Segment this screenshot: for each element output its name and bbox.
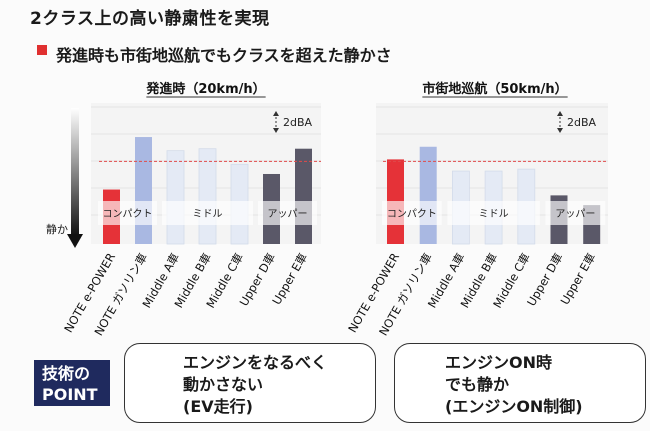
group-label: アッパー — [268, 208, 308, 220]
box2-line2: でも静か — [445, 375, 510, 394]
scale-arrow-down — [557, 128, 563, 133]
point-box-ev: エンジンをなるべく 動かさない (EV走行) — [124, 343, 376, 423]
chart-title-2: 市街地巡航（50km/h） — [422, 81, 567, 97]
bar — [166, 150, 185, 245]
scale-arrow-up — [273, 111, 279, 116]
group-label-band — [382, 201, 442, 225]
scale-arrow-up — [557, 111, 563, 116]
group-label-band — [258, 201, 317, 225]
y-axis-arrow-shaft — [71, 108, 79, 236]
group-label-band — [98, 201, 157, 225]
box1-line2: 動かさない — [183, 375, 264, 394]
group-label-band — [447, 201, 540, 225]
group-label: コンパクト — [387, 208, 437, 220]
group-label: ミドル — [479, 209, 509, 220]
group-label-band — [545, 201, 606, 225]
point-badge-line1: 技術の — [42, 364, 91, 383]
box1-line3: (EV走行) — [183, 397, 253, 416]
point-box-engine-on: エンジンON時 でも静か (エンジンON制御) — [394, 343, 646, 423]
group-label: コンパクト — [103, 208, 153, 220]
box1-line1: エンジンをなるべく — [183, 353, 328, 372]
scale-arrow-down — [273, 128, 279, 133]
y-axis-label: 静か — [46, 222, 68, 236]
box2-line3: (エンジンON制御) — [445, 397, 583, 416]
red-square-icon — [37, 45, 47, 55]
group-label-band — [162, 201, 253, 225]
box2-line1: エンジンON時 — [445, 353, 552, 372]
chart-title-1: 発進時（20km/h） — [145, 81, 265, 97]
group-label: アッパー — [555, 208, 595, 220]
bar — [135, 137, 152, 244]
page-title: 2クラス上の高い静粛性を実現 — [30, 9, 270, 29]
group-label: ミドル — [193, 209, 223, 220]
y-axis-arrowhead — [67, 234, 83, 248]
scale-label: 2dBA — [283, 116, 313, 129]
bar — [198, 148, 217, 245]
point-badge: 技術の POINT — [34, 360, 110, 406]
scale-label: 2dBA — [567, 116, 597, 129]
subtitle-text: 発進時も市街地巡航でもクラスを超えた静かさ — [56, 46, 392, 65]
point-badge-line2: POINT — [42, 385, 98, 404]
subtitle-bullet: 発進時も市街地巡航でもクラスを超えた静かさ — [37, 42, 392, 66]
bar — [295, 148, 312, 244]
